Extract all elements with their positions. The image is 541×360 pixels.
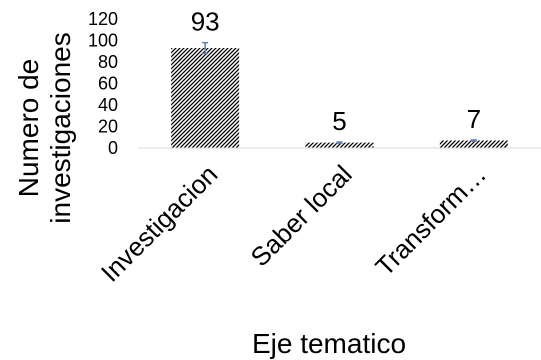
y-tick-label: 20 bbox=[98, 117, 118, 137]
y-tick-label: 100 bbox=[88, 31, 118, 51]
y-tick-label: 60 bbox=[98, 74, 118, 94]
data-label: 93 bbox=[191, 7, 220, 37]
error-bar bbox=[336, 141, 343, 144]
data-label: 5 bbox=[332, 106, 346, 136]
y-axis-title-line-1: Numero de bbox=[13, 59, 44, 198]
x-category-label: Transform… bbox=[369, 159, 492, 282]
bars bbox=[171, 48, 508, 148]
x-category-label: Saber local bbox=[245, 159, 358, 272]
x-category-label: Investigacion bbox=[95, 159, 224, 288]
y-tick-label: 120 bbox=[88, 9, 118, 29]
y-axis-title: Numero de investigaciones bbox=[13, 32, 76, 223]
x-axis-title: Eje tematico bbox=[252, 328, 406, 359]
data-label: 7 bbox=[467, 104, 481, 134]
error-bar bbox=[470, 139, 477, 142]
bar bbox=[171, 48, 240, 148]
y-axis-title-line-2: investigaciones bbox=[45, 32, 76, 223]
x-axis-categories: Investigacion Saber local Transform… bbox=[95, 159, 492, 288]
data-labels: 93 5 7 bbox=[191, 7, 481, 136]
error-bar bbox=[202, 41, 209, 55]
error-bars bbox=[202, 41, 477, 144]
y-tick-label: 80 bbox=[98, 52, 118, 72]
y-tick-label: 40 bbox=[98, 95, 118, 115]
bar bbox=[439, 140, 508, 148]
bar bbox=[305, 142, 374, 148]
y-tick-label: 0 bbox=[108, 138, 118, 158]
